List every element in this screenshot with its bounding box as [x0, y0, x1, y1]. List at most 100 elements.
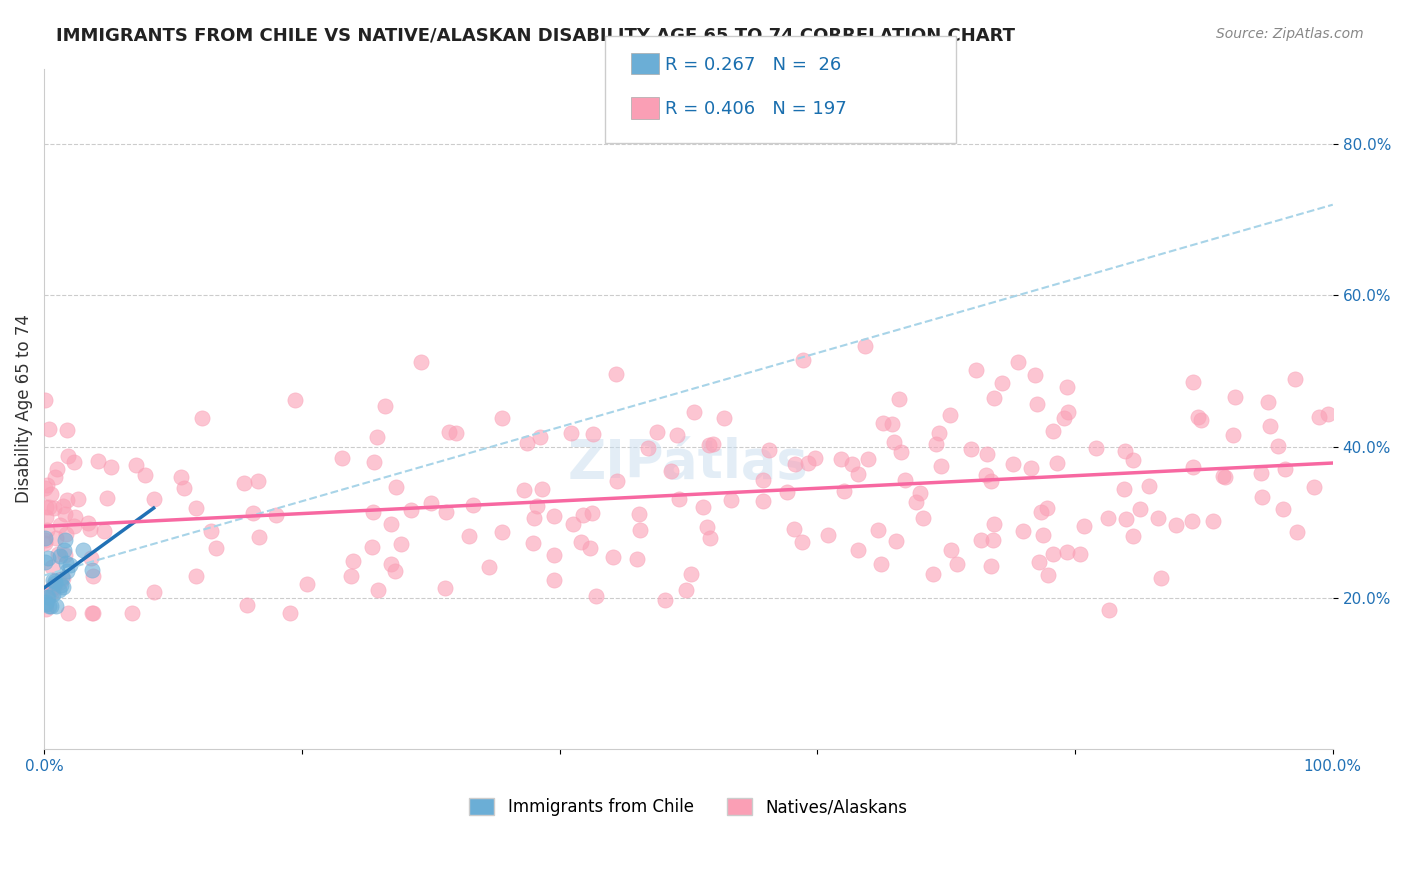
Point	[34, 555, 56, 569]
Point	[437, 425, 460, 440]
Point	[1057, 404, 1080, 418]
Point	[523, 510, 546, 524]
Point	[59, 558, 82, 573]
Point	[522, 535, 544, 549]
Point	[366, 583, 388, 598]
Point	[1286, 524, 1309, 539]
Legend: Immigrants from Chile, Natives/Alaskans: Immigrants from Chile, Natives/Alaskans	[463, 791, 914, 822]
Point	[96, 491, 118, 505]
Point	[1166, 518, 1188, 533]
Point	[605, 367, 627, 381]
Point	[200, 524, 222, 539]
Point	[983, 533, 1005, 548]
Point	[1187, 410, 1209, 425]
Point	[946, 557, 969, 571]
Point	[1035, 501, 1057, 516]
Point	[34, 531, 56, 545]
Point	[434, 582, 457, 596]
Point	[1274, 461, 1296, 475]
Point	[929, 458, 952, 473]
Point	[637, 441, 659, 455]
Point	[866, 523, 889, 537]
Point	[45, 599, 67, 613]
Point	[1032, 528, 1054, 542]
Point	[34, 392, 56, 407]
Point	[1267, 439, 1289, 453]
Point	[959, 442, 981, 456]
Point	[41, 579, 63, 593]
Point	[1201, 514, 1223, 528]
Point	[1024, 368, 1046, 382]
Point	[38, 422, 60, 436]
Point	[659, 464, 682, 478]
Point	[529, 430, 551, 444]
Point	[399, 503, 422, 517]
Point	[1001, 457, 1024, 471]
Point	[233, 476, 256, 491]
Y-axis label: Disability Age 65 to 74: Disability Age 65 to 74	[15, 315, 32, 503]
Point	[830, 452, 852, 467]
Point	[35, 595, 58, 609]
Point	[142, 492, 165, 507]
Point	[121, 606, 143, 620]
Point	[58, 606, 80, 620]
Point	[925, 436, 948, 450]
Point	[79, 522, 101, 536]
Point	[1026, 397, 1049, 411]
Point	[1029, 505, 1052, 519]
Point	[560, 426, 582, 441]
Point	[585, 590, 607, 604]
Point	[48, 574, 70, 589]
Point	[51, 570, 73, 584]
Point	[143, 585, 166, 599]
Point	[692, 500, 714, 515]
Point	[645, 425, 668, 439]
Point	[1271, 502, 1294, 516]
Point	[713, 410, 735, 425]
Point	[869, 557, 891, 571]
Point	[51, 578, 73, 592]
Point	[297, 576, 319, 591]
Point	[52, 499, 75, 513]
Point	[1303, 480, 1326, 494]
Point	[1036, 567, 1059, 582]
Point	[783, 457, 806, 471]
Point	[39, 486, 62, 500]
Point	[1212, 469, 1234, 483]
Point	[1251, 491, 1274, 505]
Text: IMMIGRANTS FROM CHILE VS NATIVE/ALASKAN DISABILITY AGE 65 TO 74 CORRELATION CHAR: IMMIGRANTS FROM CHILE VS NATIVE/ALASKAN …	[56, 27, 1015, 45]
Point	[983, 391, 1005, 405]
Point	[776, 484, 799, 499]
Point	[56, 449, 79, 463]
Point	[792, 353, 814, 368]
Point	[332, 450, 354, 465]
Point	[1147, 511, 1170, 525]
Point	[41, 560, 63, 574]
Point	[1115, 512, 1137, 526]
Point	[1122, 529, 1144, 543]
Point	[970, 533, 993, 547]
Point	[1222, 428, 1244, 442]
Point	[904, 495, 927, 509]
Point	[34, 533, 56, 548]
Point	[65, 509, 87, 524]
Point	[846, 542, 869, 557]
Point	[578, 541, 600, 555]
Point	[569, 535, 592, 549]
Point	[582, 426, 605, 441]
Point	[35, 509, 58, 524]
Point	[380, 516, 402, 531]
Point	[1073, 519, 1095, 533]
Point	[696, 520, 718, 534]
Point	[720, 492, 742, 507]
Point	[856, 451, 879, 466]
Point	[478, 560, 501, 574]
Point	[173, 481, 195, 495]
Point	[832, 483, 855, 498]
Point	[976, 447, 998, 461]
Point	[817, 528, 839, 542]
Point	[76, 516, 98, 531]
Point	[561, 516, 583, 531]
Point	[513, 483, 536, 497]
Point	[56, 424, 79, 438]
